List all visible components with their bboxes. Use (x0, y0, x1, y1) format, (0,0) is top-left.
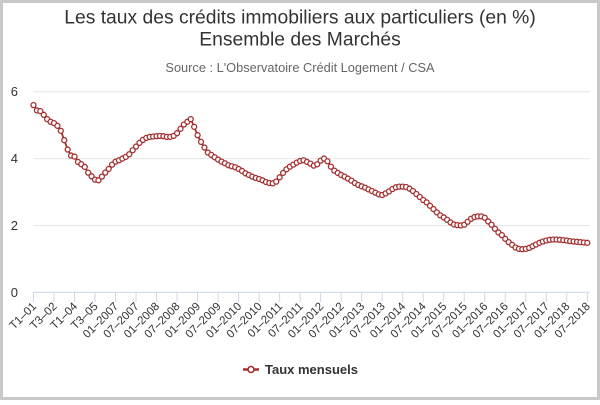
svg-text:4: 4 (11, 151, 18, 166)
svg-text:Source : L'Observatoire Crédit: Source : L'Observatoire Crédit Logement … (165, 60, 435, 75)
svg-text:0: 0 (11, 285, 18, 300)
svg-text:Taux mensuels: Taux mensuels (265, 362, 358, 377)
svg-text:2: 2 (11, 218, 18, 233)
svg-text:Ensemble des Marchés: Ensemble des Marchés (199, 30, 400, 51)
svg-text:Les taux des crédits immobilie: Les taux des crédits immobiliers aux par… (64, 8, 536, 29)
svg-text:6: 6 (11, 84, 18, 99)
